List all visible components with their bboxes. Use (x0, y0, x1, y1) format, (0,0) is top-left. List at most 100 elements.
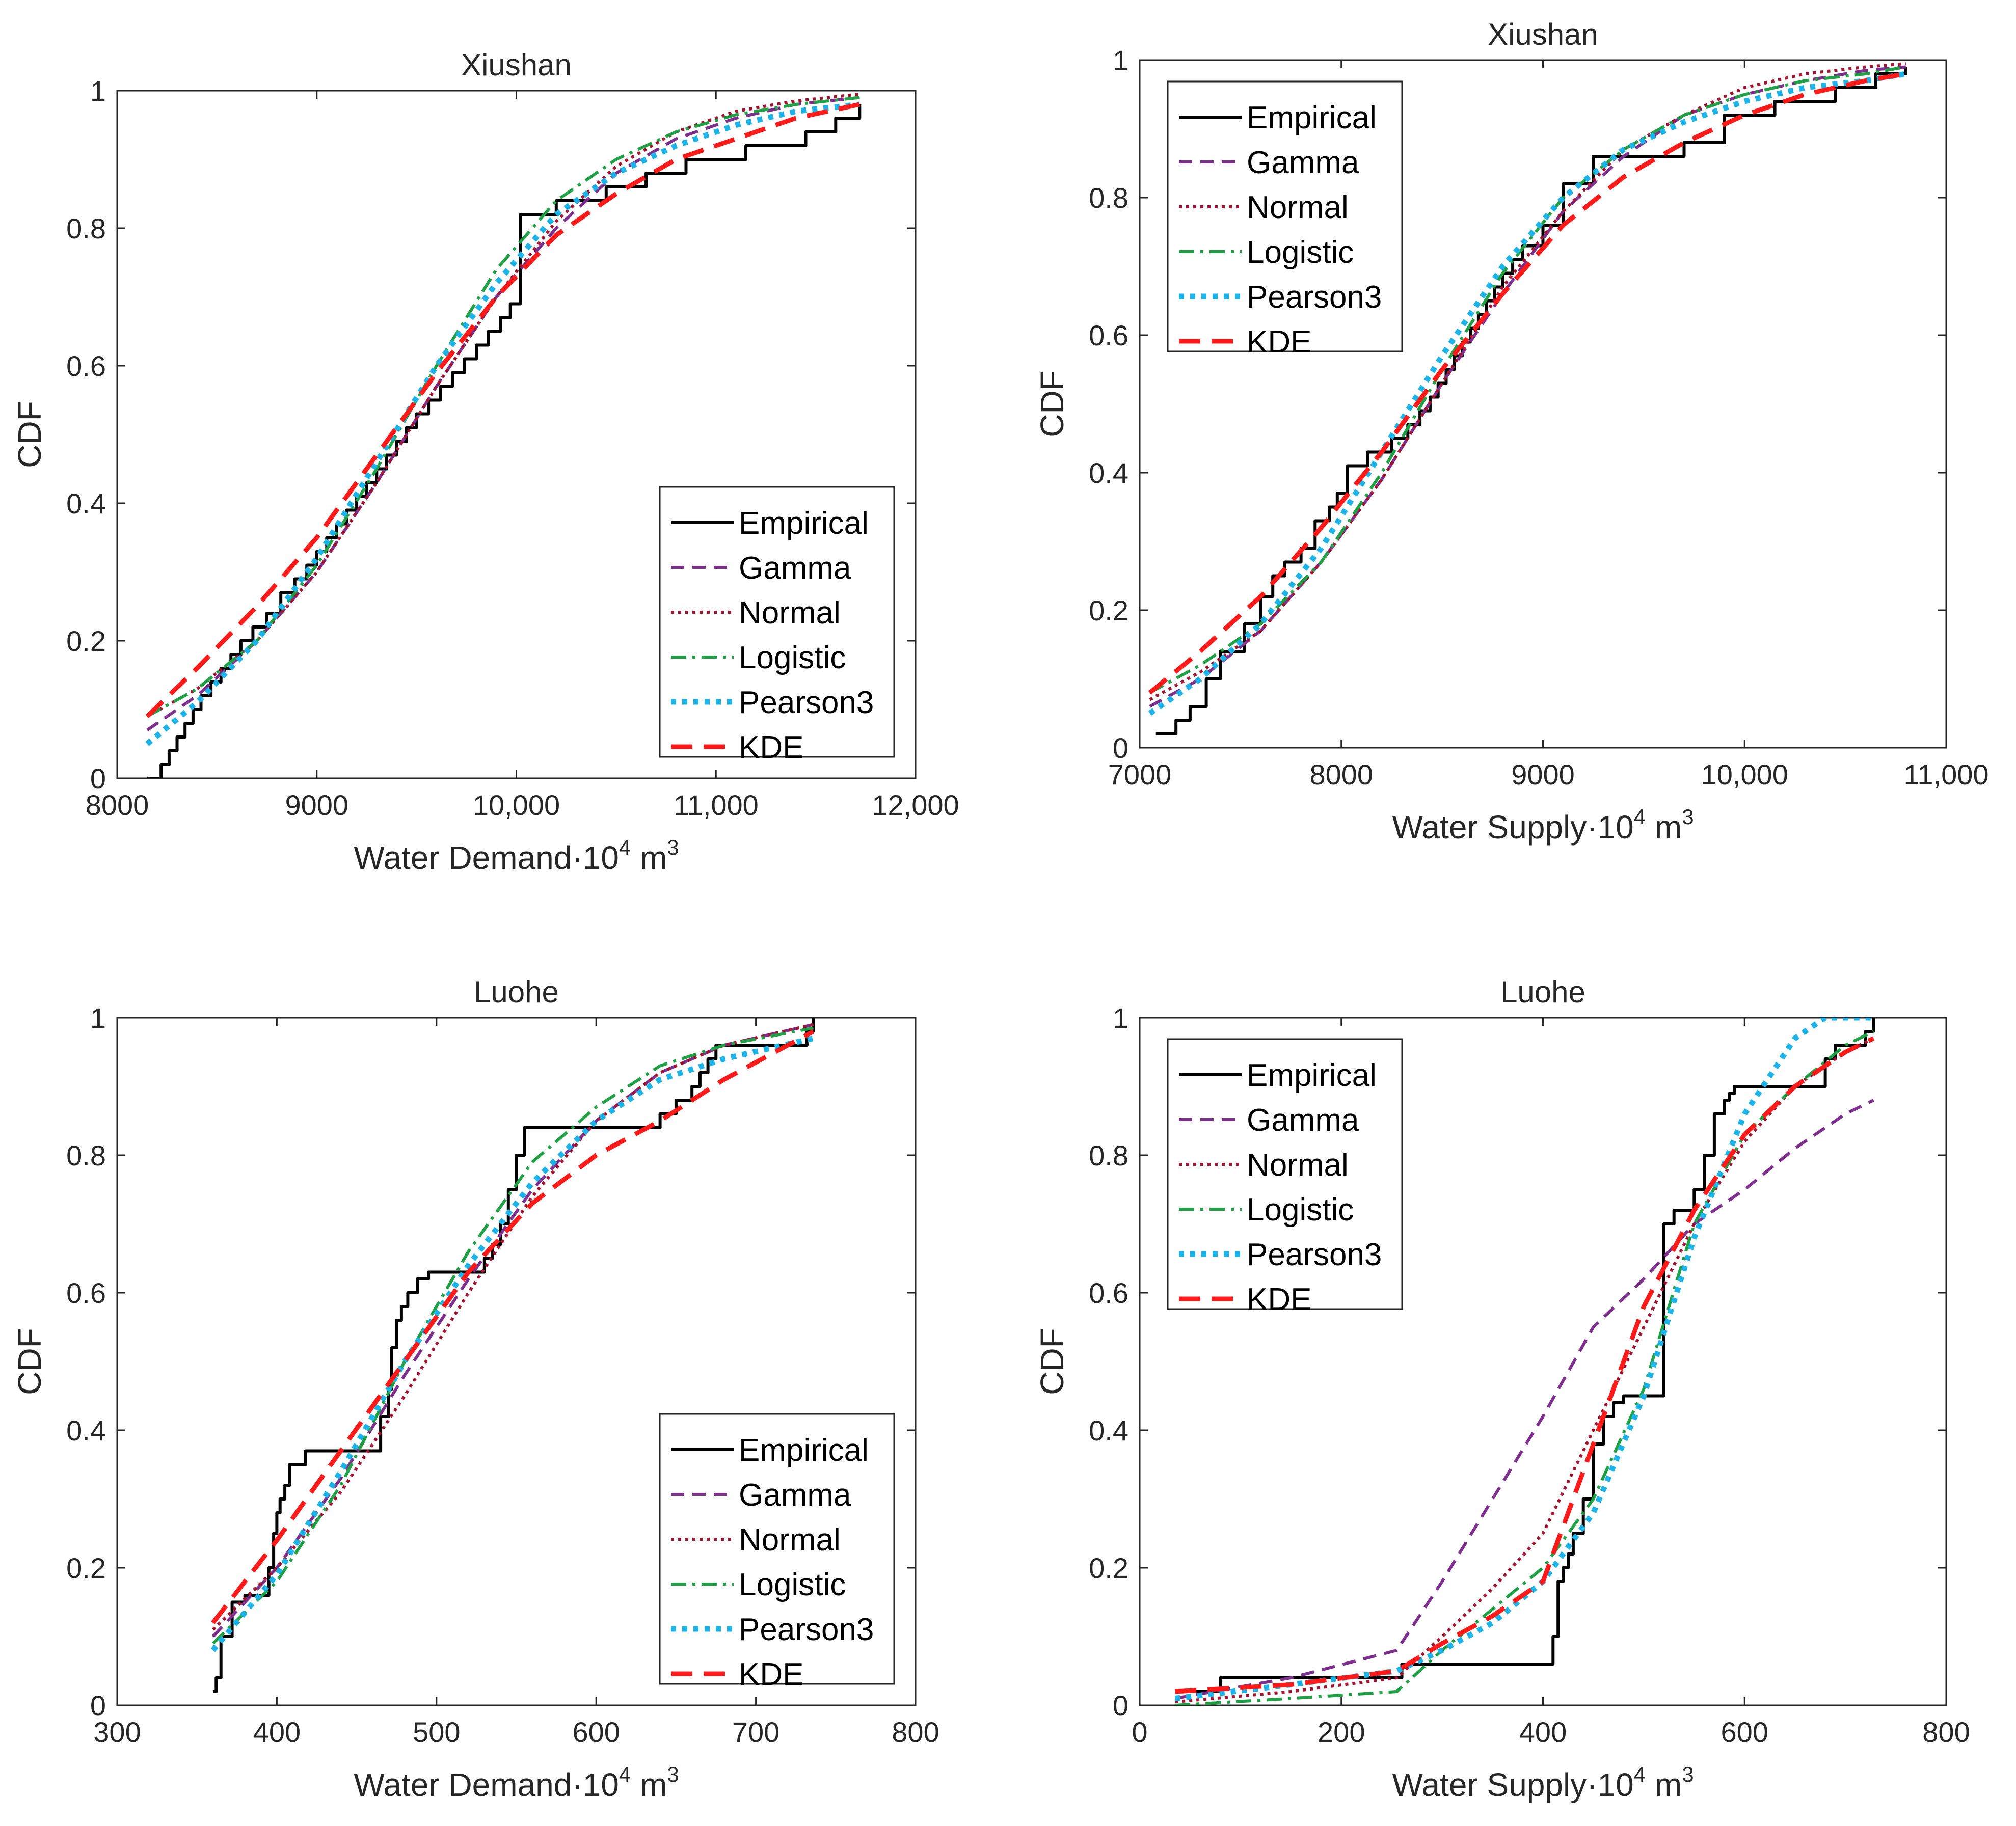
x-tick-label: 500 (413, 1716, 460, 1748)
y-tick-label: 0.6 (1089, 1277, 1128, 1309)
x-axis-label-unit: m (631, 839, 667, 876)
series-line-empirical (1175, 1018, 1875, 1693)
legend: Empirical Gamma Normal Logistic Pearson3 KDE (659, 486, 895, 765)
series-line-normal (1149, 62, 1906, 701)
x-tick-label: 800 (1922, 1716, 1970, 1748)
x-axis-label: Water Demand·104 m3 (354, 835, 679, 876)
y-tick-label: 0.2 (1089, 1552, 1128, 1584)
series-line-gamma (146, 96, 860, 731)
x-axis-label-unit-exp: 3 (1682, 805, 1694, 829)
series-line-kde (211, 1029, 815, 1624)
legend-box (659, 486, 895, 758)
legend: Empirical Gamma Normal Logistic Pearson3 KDE (1167, 80, 1403, 360)
series-line-kde (1148, 71, 1906, 695)
legend-label-gamma: Gamma (739, 551, 851, 586)
x-axis-label-unit-exp: 3 (1682, 1762, 1694, 1786)
x-tick-label: 10,000 (473, 789, 560, 821)
legend-box (659, 1413, 895, 1685)
legend-label-logistic: Logistic (739, 640, 846, 675)
legend-label-pearson3: Pearson3 (739, 1612, 874, 1647)
y-tick-label: 1 (1113, 1002, 1128, 1034)
x-axis-label-exp: 4 (1634, 805, 1646, 829)
legend-label-empirical: Empirical (1247, 1058, 1377, 1093)
series-line-logistic (211, 1026, 814, 1645)
y-tick-label: 1 (1113, 44, 1128, 76)
series-group (1148, 62, 1907, 735)
legend-label-logistic: Logistic (739, 1567, 846, 1602)
y-tick-label: 0.4 (1089, 1414, 1128, 1447)
x-tick-label: 600 (1721, 1716, 1768, 1748)
legend-label-empirical: Empirical (1247, 100, 1377, 135)
x-axis-label-main: Water Demand·10 (354, 1766, 619, 1803)
legend-label-empirical: Empirical (739, 1433, 869, 1468)
x-axis-label-main: Water Supply·10 (1392, 1766, 1633, 1803)
series-line-gamma (211, 1023, 814, 1638)
legend-label-normal: Normal (739, 595, 841, 631)
chart-panel-2: 7000 8000 9000 10,000 11,000 0 0.2 0.4 0.6 0.8 1 Xi… (1034, 17, 1989, 846)
x-axis-label-unit: m (631, 1766, 667, 1803)
chart-panel-4: 0 200 400 600 800 0 0.2 0.4 0.6 0.8 1 Luohe CDF Water… (1034, 975, 1970, 1803)
series-group (1174, 1018, 1875, 1705)
y-tick-label: 1 (90, 1002, 106, 1034)
x-tick-label: 800 (892, 1716, 939, 1748)
x-tick-label: 7000 (1108, 758, 1172, 791)
legend-label-empirical: Empirical (739, 506, 869, 541)
legend-box (1167, 80, 1403, 352)
x-axis-label-main: Water Demand·10 (354, 839, 619, 876)
x-tick-label: 11,000 (1903, 758, 1988, 791)
series-line-normal (146, 92, 860, 718)
y-tick-label: 0.6 (66, 1277, 106, 1309)
legend-label-gamma: Gamma (1247, 145, 1359, 180)
y-tick-label: 0.4 (66, 1414, 106, 1447)
y-tick-label: 0.2 (1089, 594, 1128, 626)
y-axis-label: CDF (11, 1328, 48, 1395)
y-tick-label: 0.2 (66, 1552, 106, 1584)
y-tick-label: 0.8 (66, 212, 106, 244)
x-axis-label-main: Water Supply·10 (1392, 809, 1633, 846)
series-group (210, 1018, 815, 1693)
series-group (145, 92, 862, 778)
legend-label-kde: KDE (739, 730, 803, 765)
series-line-empirical (213, 1018, 815, 1693)
series-line-pearson3 (145, 101, 860, 746)
legend: Empirical Gamma Normal Logistic Pearson3 KDE (659, 1413, 895, 1692)
series-line-logistic (146, 96, 860, 718)
legend-label-pearson3: Pearson3 (739, 685, 874, 720)
y-tick-label: 0 (90, 1689, 106, 1722)
x-axis-label-unit-exp: 3 (667, 1762, 679, 1786)
x-tick-label: 200 (1318, 1716, 1365, 1748)
legend-box (1167, 1038, 1403, 1310)
series-line-kde (1175, 1036, 1875, 1694)
x-axis-label-unit: m (1646, 809, 1682, 846)
x-axis-label: Water Demand·104 m3 (354, 1762, 679, 1803)
x-tick-label: 8000 (86, 789, 149, 821)
x-tick-label: 600 (572, 1716, 620, 1748)
legend-label-normal: Normal (1247, 1148, 1349, 1183)
legend-label-logistic: Logistic (1247, 1192, 1354, 1228)
y-tick-label: 0.6 (1089, 319, 1128, 351)
y-tick-label: 0 (1113, 1689, 1128, 1722)
chart-title: Luohe (474, 975, 559, 1009)
x-tick-label: 10,000 (1701, 758, 1788, 791)
chart-panel-1: 8000 9000 10,000 11,000 12,000 0 0.2 0.4 0.6 0.8 1… (11, 48, 959, 876)
legend-label-gamma: Gamma (739, 1478, 851, 1513)
x-axis-label: Water Supply·104 m3 (1392, 1762, 1694, 1803)
y-axis-label: CDF (1034, 370, 1070, 438)
x-tick-label: 12,000 (872, 789, 959, 821)
x-axis-label-exp: 4 (1634, 1762, 1646, 1786)
y-tick-label: 0 (1113, 732, 1128, 764)
y-tick-label: 1 (90, 75, 106, 107)
y-axis-label: CDF (11, 401, 48, 468)
chart-title: Xiushan (461, 48, 572, 82)
x-axis-label-unit: m (1646, 1766, 1682, 1803)
legend-label-kde: KDE (1247, 324, 1311, 360)
y-tick-label: 0 (90, 762, 106, 795)
series-line-pearson3 (210, 1035, 814, 1652)
series-line-empirical (1155, 67, 1907, 735)
chart-title: Xiushan (1488, 17, 1598, 51)
series-line-pearson3 (1148, 71, 1906, 716)
y-tick-label: 0.4 (66, 487, 106, 520)
series-line-normal (211, 1023, 814, 1631)
chart-title: Luohe (1500, 975, 1585, 1009)
